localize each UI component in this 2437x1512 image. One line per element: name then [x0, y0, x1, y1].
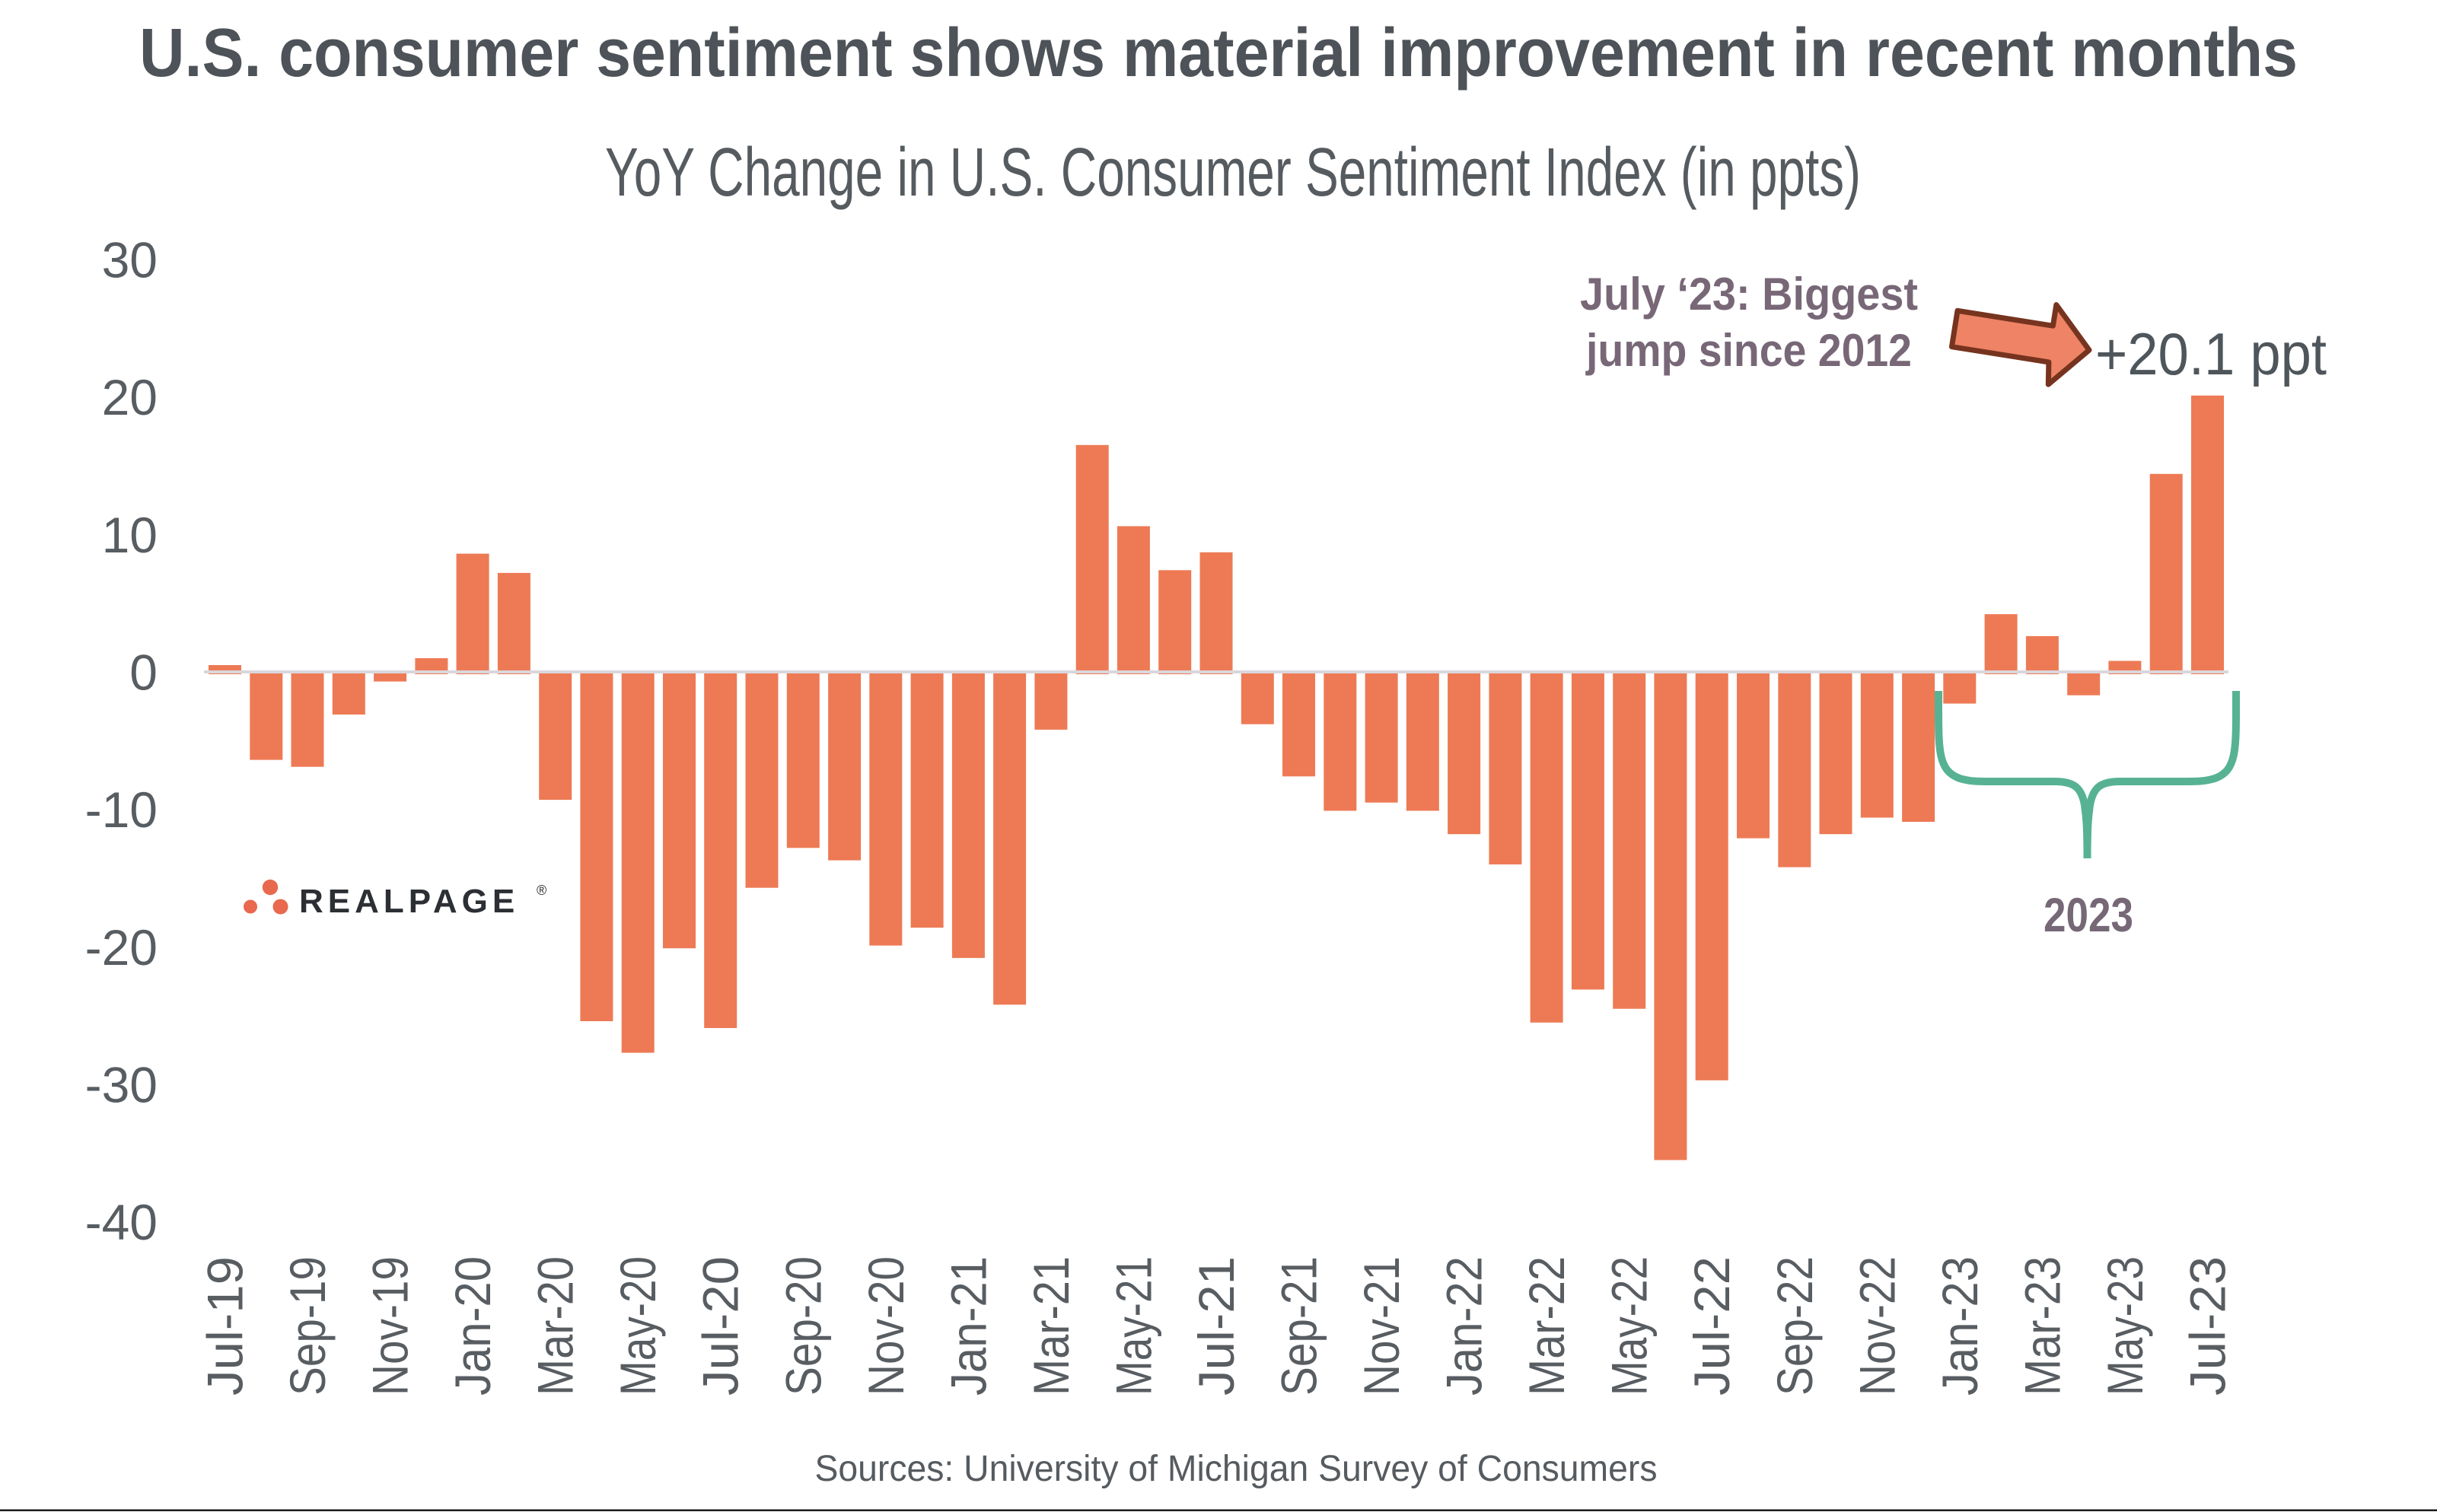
svg-text:jump since 2012: jump since 2012 — [1585, 325, 1912, 376]
svg-text:®: ® — [537, 883, 546, 898]
svg-text:2023: 2023 — [2044, 889, 2133, 942]
svg-text:10: 10 — [102, 507, 158, 563]
svg-text:Sep-21: Sep-21 — [1271, 1256, 1327, 1396]
svg-text:Mar-23: Mar-23 — [2014, 1256, 2070, 1396]
svg-text:Sep-19: Sep-19 — [279, 1256, 336, 1396]
svg-text:-20: -20 — [85, 919, 158, 976]
svg-text:Jan-21: Jan-21 — [940, 1256, 996, 1396]
svg-text:0: 0 — [129, 645, 158, 701]
svg-text:Sep-22: Sep-22 — [1766, 1256, 1823, 1396]
svg-text:+20.1 ppt: +20.1 ppt — [2095, 320, 2327, 387]
svg-text:Sep-20: Sep-20 — [775, 1256, 831, 1396]
svg-text:Mar-21: Mar-21 — [1023, 1256, 1079, 1396]
svg-text:Mar-22: Mar-22 — [1518, 1256, 1575, 1396]
svg-text:May-22: May-22 — [1601, 1256, 1658, 1396]
svg-text:30: 30 — [102, 232, 158, 288]
svg-text:Jan-22: Jan-22 — [1436, 1256, 1492, 1396]
svg-text:Jan-20: Jan-20 — [444, 1256, 501, 1396]
svg-text:May-20: May-20 — [610, 1256, 666, 1396]
svg-text:Mar-20: Mar-20 — [527, 1256, 584, 1396]
svg-text:Jul-22: Jul-22 — [1684, 1256, 1740, 1396]
svg-text:YoY Change in U.S. Consumer Se: YoY Change in U.S. Consumer Sentiment In… — [605, 135, 1861, 211]
svg-text:Jul-20: Jul-20 — [693, 1256, 749, 1396]
svg-text:Jan-23: Jan-23 — [1932, 1256, 1988, 1396]
svg-text:-30: -30 — [85, 1057, 158, 1113]
svg-text:Jul-19: Jul-19 — [197, 1256, 253, 1396]
svg-text:Nov-21: Nov-21 — [1353, 1256, 1410, 1396]
svg-text:-10: -10 — [85, 781, 158, 838]
svg-text:U.S. consumer sentiment shows: U.S. consumer sentiment shows material i… — [139, 15, 2298, 91]
svg-text:Jul-21: Jul-21 — [1188, 1256, 1244, 1396]
svg-text:REALPAGE: REALPAGE — [299, 883, 519, 920]
svg-text:-40: -40 — [85, 1194, 158, 1250]
svg-text:May-23: May-23 — [2097, 1256, 2153, 1396]
svg-text:Nov-19: Nov-19 — [362, 1256, 419, 1396]
svg-text:Jul-23: Jul-23 — [2180, 1256, 2236, 1396]
svg-text:May-21: May-21 — [1105, 1256, 1161, 1396]
svg-text:Sources: University of Michiga: Sources: University of Michigan Survey o… — [815, 1449, 1658, 1489]
svg-text:20: 20 — [102, 369, 158, 425]
svg-text:Nov-22: Nov-22 — [1849, 1256, 1905, 1396]
svg-text:Nov-20: Nov-20 — [858, 1256, 914, 1396]
svg-text:July ‘23: Biggest: July ‘23: Biggest — [1580, 269, 1918, 320]
